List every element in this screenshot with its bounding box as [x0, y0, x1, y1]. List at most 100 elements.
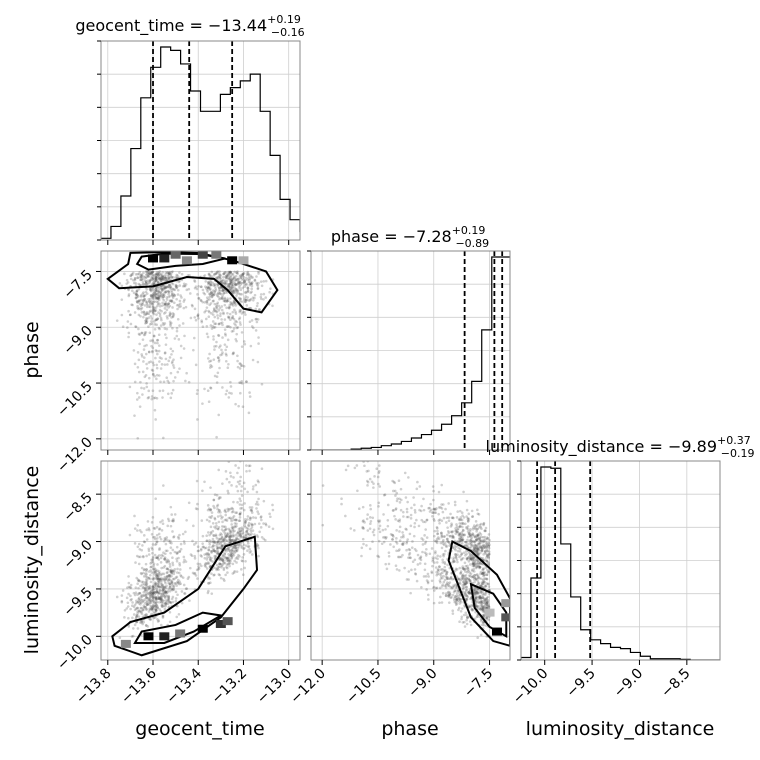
sample-point	[156, 302, 160, 306]
sample-point	[152, 274, 156, 277]
sample-point	[445, 581, 449, 584]
x-tick-label: −10.0	[510, 666, 552, 708]
sample-point	[236, 489, 240, 493]
sample-point	[166, 591, 169, 594]
sample-point	[141, 338, 145, 341]
sample-point	[229, 270, 232, 274]
sample-point	[164, 602, 168, 605]
sample-point	[232, 351, 235, 354]
sample-point	[445, 544, 448, 547]
sample-point	[242, 573, 245, 577]
sample-point	[153, 292, 157, 295]
sample-point	[460, 518, 464, 522]
sample-point	[207, 548, 211, 552]
sample-point	[201, 542, 204, 545]
sample-point	[154, 608, 157, 612]
sample-point	[216, 277, 219, 281]
sample-point	[245, 544, 248, 548]
sample-point	[440, 507, 444, 510]
sample-point	[150, 604, 153, 608]
sample-point	[156, 585, 160, 588]
sample-point	[154, 596, 158, 599]
sample-point	[435, 561, 439, 564]
sample-point	[423, 542, 427, 545]
sample-point	[463, 585, 466, 589]
sample-point	[156, 338, 160, 342]
sample-point	[137, 602, 141, 605]
sample-point	[250, 281, 254, 284]
sample-point	[155, 573, 158, 576]
sample-point	[456, 560, 459, 564]
sample-point	[486, 604, 489, 608]
sample-point	[176, 285, 179, 288]
sample-point	[454, 553, 458, 556]
sample-point	[465, 585, 468, 589]
sample-point	[228, 305, 231, 309]
sample-point	[449, 534, 452, 538]
sample-point	[149, 314, 153, 318]
sample-point	[152, 576, 156, 580]
sample-point	[225, 276, 229, 279]
sample-point	[480, 582, 484, 586]
sample-point	[145, 601, 149, 604]
sample-point	[126, 281, 130, 284]
sample-point	[479, 542, 482, 545]
sample-point	[218, 288, 221, 292]
sample-point	[151, 369, 155, 372]
sample-point	[217, 322, 221, 326]
sample-point	[125, 278, 129, 282]
sample-point	[156, 597, 159, 601]
sample-point	[477, 565, 480, 568]
sample-point	[447, 577, 450, 581]
sample-point	[474, 563, 477, 567]
sample-point	[250, 319, 254, 322]
sample-point	[161, 276, 165, 279]
sample-point	[235, 339, 238, 343]
sample-point	[486, 554, 489, 558]
sample-point	[223, 299, 227, 303]
sample-point	[212, 308, 216, 311]
sample-point	[166, 517, 170, 521]
sample-point	[158, 296, 161, 300]
sample-point	[462, 575, 465, 578]
sample-point	[444, 594, 448, 597]
sample-point	[137, 287, 141, 291]
sample-point	[169, 322, 172, 326]
sample-point	[452, 556, 456, 559]
sample-point	[450, 516, 454, 520]
sample-point	[449, 576, 453, 580]
sample-point	[153, 590, 156, 594]
sample-point	[144, 601, 147, 605]
sample-point	[436, 529, 439, 533]
sample-point	[208, 520, 211, 523]
sample-point	[165, 561, 169, 564]
sample-point	[142, 271, 145, 275]
sample-point	[473, 576, 476, 579]
sample-point	[221, 557, 225, 561]
sample-point	[228, 272, 232, 275]
sample-point	[208, 515, 211, 519]
sample-point	[229, 554, 233, 557]
sample-point	[420, 504, 423, 508]
sample-point	[402, 515, 405, 518]
sample-point	[221, 289, 224, 293]
ylabel-phase: phase	[21, 321, 43, 378]
sample-point	[227, 562, 231, 565]
sample-point	[218, 270, 221, 273]
sample-point	[169, 287, 173, 290]
sample-point	[158, 578, 162, 582]
sample-point	[150, 294, 153, 298]
sample-point	[187, 575, 191, 579]
sample-point	[256, 503, 260, 506]
sample-point	[447, 595, 450, 599]
sample-point	[170, 581, 173, 585]
sample-point	[242, 340, 246, 343]
sample-point	[155, 273, 159, 277]
sample-point	[231, 525, 235, 529]
sample-point	[458, 540, 461, 544]
sample-point	[159, 581, 163, 584]
sample-point	[157, 298, 161, 302]
sample-point	[254, 317, 258, 321]
sample-point	[183, 298, 186, 302]
sample-point	[471, 515, 475, 518]
